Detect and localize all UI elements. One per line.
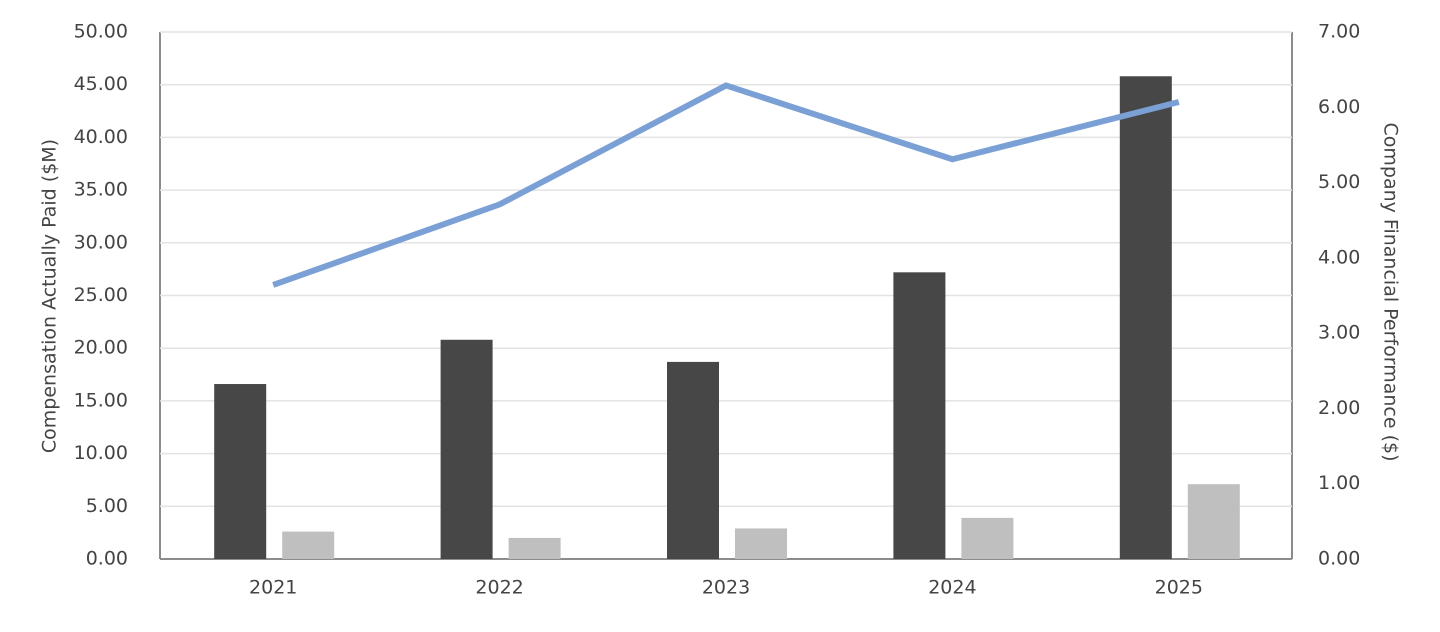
x-tick-label: 2025 [1155,577,1203,599]
bar [282,531,335,559]
line [272,82,1180,288]
y2-tick-label: 7.00 [1318,21,1360,43]
y2-tick-label: 4.00 [1318,246,1360,268]
bar [735,528,787,559]
y2-tick-label: 5.00 [1318,171,1360,193]
y2-tick-label: 0.00 [1318,548,1360,570]
y-tick-label: 40.00 [74,126,128,148]
y-tick-label: 5.00 [86,495,128,517]
bar [961,517,1014,559]
bar [440,339,493,559]
y-tick-label: 20.00 [74,337,128,359]
x-tick-label: 2022 [475,577,523,599]
x-tick-label: 2023 [702,577,750,599]
y2-tick-label: 1.00 [1318,472,1360,494]
y-tick-label: 30.00 [74,231,128,253]
x-tick-label: 2021 [249,577,297,599]
bar [214,384,267,559]
bar [508,537,561,559]
y2-tick-label: 3.00 [1318,322,1360,344]
y-tick-label: 0.00 [86,548,128,570]
x-tick-label: 2024 [928,577,976,599]
y-tick-label: 50.00 [74,21,128,43]
bar [893,272,946,559]
bar [1187,484,1240,559]
bar [667,361,719,559]
y-axis-title: Compensation Actually Paid ($M) [39,139,61,453]
y-tick-label: 35.00 [74,179,128,201]
y-tick-label: 15.00 [74,389,128,411]
bar [1119,76,1172,559]
y-tick-label: 45.00 [74,73,128,95]
y2-tick-label: 2.00 [1318,397,1360,419]
y-tick-label: 25.00 [74,284,128,306]
y2-tick-label: 6.00 [1318,96,1360,118]
y-tick-label: 10.00 [74,442,128,464]
y2-axis-title: Company Financial Performance ($) [1380,122,1402,461]
